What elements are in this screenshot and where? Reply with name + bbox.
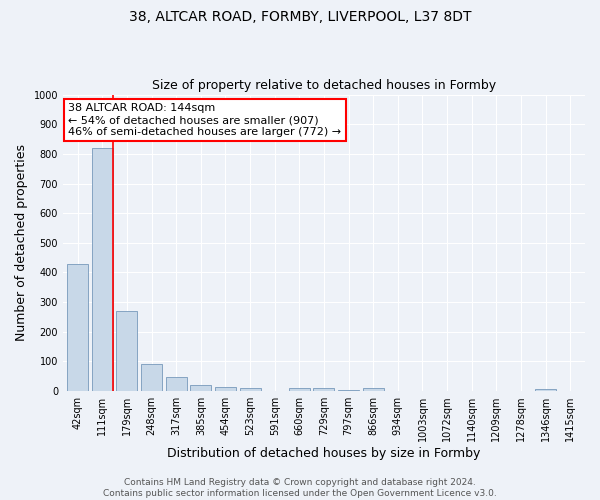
Text: 38, ALTCAR ROAD, FORMBY, LIVERPOOL, L37 8DT: 38, ALTCAR ROAD, FORMBY, LIVERPOOL, L37 … bbox=[129, 10, 471, 24]
Bar bbox=[363, 388, 383, 391]
Bar bbox=[215, 386, 236, 391]
X-axis label: Distribution of detached houses by size in Formby: Distribution of detached houses by size … bbox=[167, 447, 481, 460]
Bar bbox=[289, 388, 310, 391]
Bar bbox=[239, 388, 260, 391]
Text: Contains HM Land Registry data © Crown copyright and database right 2024.
Contai: Contains HM Land Registry data © Crown c… bbox=[103, 478, 497, 498]
Bar bbox=[67, 264, 88, 391]
Bar bbox=[166, 377, 187, 391]
Bar bbox=[338, 390, 359, 391]
Title: Size of property relative to detached houses in Formby: Size of property relative to detached ho… bbox=[152, 79, 496, 92]
Bar bbox=[313, 388, 334, 391]
Text: 38 ALTCAR ROAD: 144sqm
← 54% of detached houses are smaller (907)
46% of semi-de: 38 ALTCAR ROAD: 144sqm ← 54% of detached… bbox=[68, 104, 341, 136]
Bar bbox=[141, 364, 162, 391]
Bar bbox=[535, 388, 556, 391]
Y-axis label: Number of detached properties: Number of detached properties bbox=[15, 144, 28, 342]
Bar bbox=[92, 148, 113, 391]
Bar bbox=[116, 311, 137, 391]
Bar bbox=[190, 384, 211, 391]
